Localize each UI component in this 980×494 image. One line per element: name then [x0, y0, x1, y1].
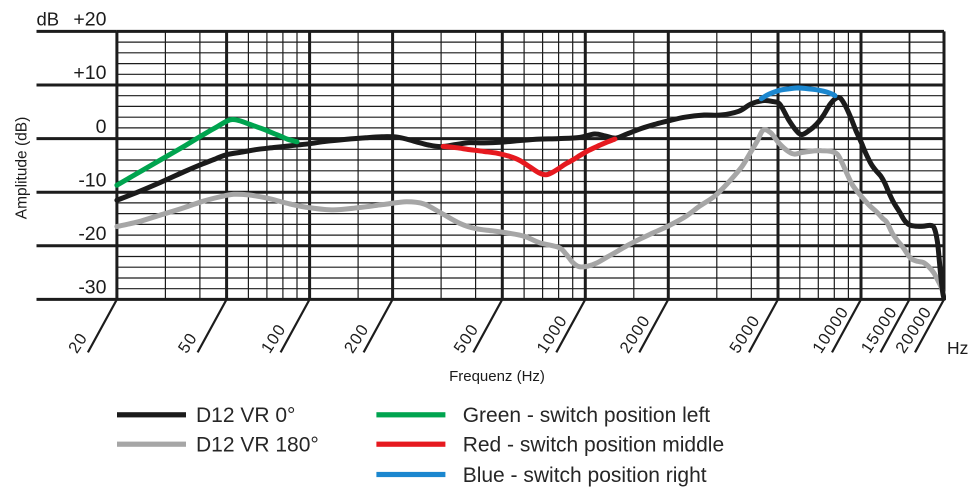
svg-text:dB: dB: [37, 9, 60, 30]
svg-text:-10: -10: [78, 169, 106, 191]
svg-text:Hz: Hz: [947, 338, 968, 358]
svg-text:D12 VR 0°: D12 VR 0°: [196, 404, 295, 427]
svg-text:Green - switch position left: Green - switch position left: [463, 404, 711, 427]
svg-text:Blue - switch position right: Blue - switch position right: [463, 464, 707, 487]
svg-text:Frequenz (Hz): Frequenz (Hz): [449, 368, 545, 385]
svg-text:+10: +10: [73, 62, 106, 84]
svg-text:0: 0: [96, 116, 107, 138]
svg-text:Red - switch position middle: Red - switch position middle: [463, 434, 724, 457]
svg-text:D12 VR 180°: D12 VR 180°: [196, 434, 319, 457]
svg-text:+20: +20: [73, 9, 106, 31]
svg-text:-20: -20: [78, 223, 106, 245]
svg-text:Amplitude (dB): Amplitude (dB): [14, 117, 31, 220]
svg-text:-30: -30: [78, 277, 106, 299]
